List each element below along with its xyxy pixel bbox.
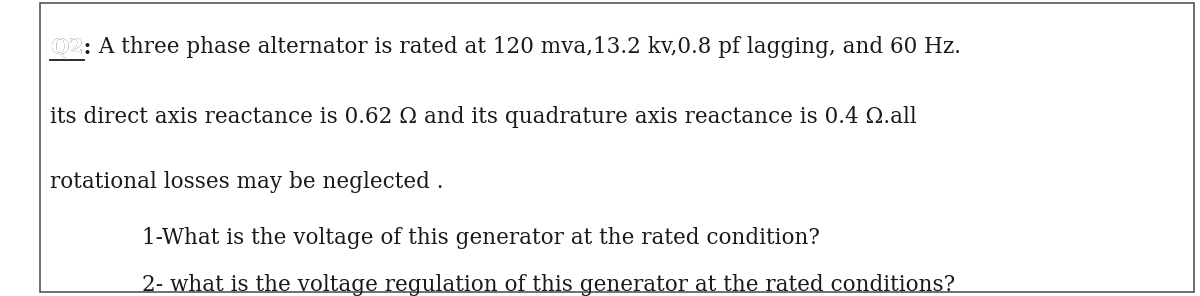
Text: A three phase alternator is rated at 120 mva,13.2 kv,0.8 pf lagging, and 60 Hz.: A three phase alternator is rated at 120… [92, 36, 961, 58]
FancyBboxPatch shape [40, 3, 1194, 292]
Text: Q2:: Q2: [50, 36, 92, 58]
Text: rotational losses may be neglected .: rotational losses may be neglected . [50, 171, 444, 193]
Text: 1-What is the voltage of this generator at the rated condition?: 1-What is the voltage of this generator … [142, 227, 820, 249]
Text: Q2: Q2 [50, 36, 84, 58]
Text: 2- what is the voltage regulation of this generator at the rated conditions?: 2- what is the voltage regulation of thi… [142, 274, 955, 296]
Text: its direct axis reactance is 0.62 Ω and its quadrature axis reactance is 0.4 Ω.a: its direct axis reactance is 0.62 Ω and … [50, 106, 917, 128]
